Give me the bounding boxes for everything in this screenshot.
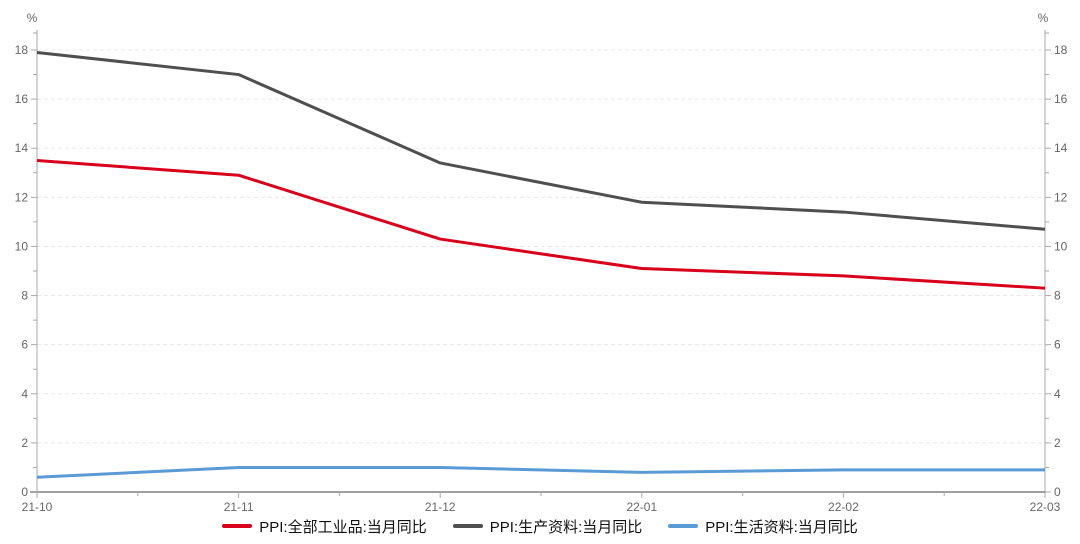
legend-line-swatch: [222, 524, 253, 528]
legend-line-swatch: [668, 524, 699, 528]
legend-item-1[interactable]: PPI:生产资料:当月同比: [452, 516, 643, 537]
y-tick-label-right: 4: [1054, 387, 1061, 401]
legend-item-0[interactable]: PPI:全部工业品:当月同比: [222, 516, 427, 537]
y-tick-label-left: 2: [21, 436, 28, 450]
x-tick-label: 21-10: [22, 500, 53, 514]
x-tick-label: 22-01: [626, 500, 657, 514]
x-tick-label: 21-11: [224, 500, 254, 514]
y-tick-label-right: 6: [1054, 338, 1061, 352]
legend-line-swatch: [452, 524, 483, 528]
y-tick-label-right: 18: [1054, 43, 1068, 57]
series-line-1: [36, 50, 1046, 231]
y-tick-label-left: 14: [15, 141, 29, 155]
y-tick-label-left: 18: [15, 43, 29, 57]
legend-item-2[interactable]: PPI:生活资料:当月同比: [668, 516, 858, 537]
series-line-2: [36, 465, 1045, 479]
legend-label: PPI:全部工业品:当月同比: [259, 518, 427, 536]
y-tick-label-right: 16: [1054, 92, 1068, 106]
y-tick-label-right: 12: [1054, 190, 1068, 204]
y-axis-unit-left: %: [27, 11, 38, 25]
chart-legend: PPI:全部工业品:当月同比 PPI:生产资料:当月同比 PPI:生活资料:当月同比: [0, 511, 1080, 541]
x-tick-label: 21-12: [425, 500, 456, 514]
y-tick-label-right: 10: [1054, 239, 1068, 253]
legend-label: PPI:生活资料:当月同比: [705, 518, 858, 536]
y-tick-label-left: 10: [15, 239, 29, 253]
y-tick-label-left: 0: [21, 485, 28, 499]
y-tick-label-left: 16: [15, 92, 29, 106]
legend-label: PPI:生产资料:当月同比: [489, 518, 643, 536]
y-tick-label-right: 2: [1054, 436, 1061, 450]
series-line-0: [36, 159, 1046, 290]
y-tick-label-left: 6: [21, 338, 28, 352]
x-tick-label: 22-02: [828, 500, 859, 514]
y-tick-label-left: 12: [15, 190, 29, 204]
y-tick-label-left: 4: [21, 387, 28, 401]
y-tick-label-left: 8: [21, 289, 28, 303]
y-axis-unit-right: %: [1038, 11, 1049, 25]
x-tick-label: 22-03: [1030, 500, 1061, 514]
y-tick-label-right: 8: [1054, 289, 1061, 303]
y-tick-label-right: 14: [1054, 141, 1068, 155]
y-tick-label-right: 0: [1054, 485, 1061, 499]
